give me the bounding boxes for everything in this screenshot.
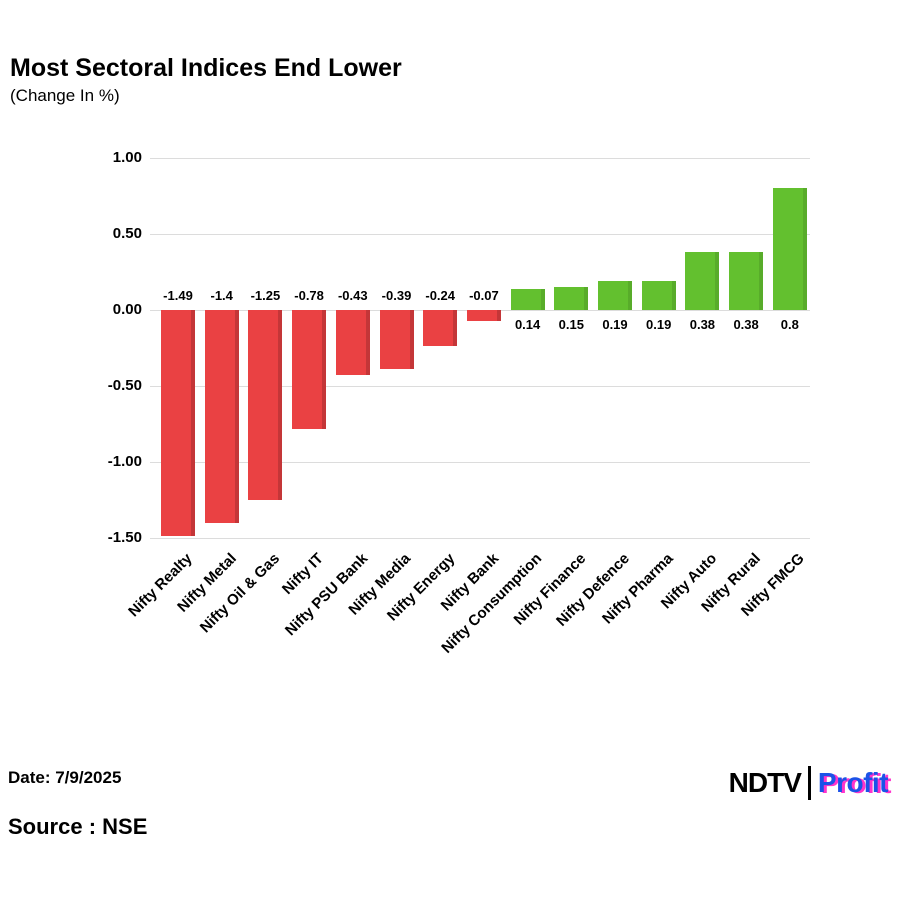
bar-nifty-auto [685, 252, 720, 310]
bar-nifty-rural [729, 252, 764, 310]
y-axis-tick-label: -1.00 [107, 453, 142, 470]
bar-value-label: -0.78 [294, 288, 324, 303]
bar-value-label: -1.4 [210, 288, 233, 303]
bar-value-label: 0.15 [558, 317, 584, 332]
logo-divider [807, 766, 811, 800]
bar-value-label: -0.24 [425, 288, 455, 303]
profit-logo-text: Profit [817, 767, 889, 798]
chart-title: Most Sectoral Indices End Lower [10, 54, 402, 82]
x-axis-label-nifty-oil-gas: Nifty Oil & Gas [197, 550, 284, 637]
date-label: Date: 7/9/2025 [8, 768, 122, 787]
ndtv-logo-text: NDTV [728, 767, 802, 798]
y-axis-tick-label: 1.00 [112, 149, 142, 166]
bar-value-label: -0.07 [469, 288, 499, 303]
bar-value-label: -1.49 [163, 288, 193, 303]
bar-nifty-energy [423, 310, 458, 347]
gridline [150, 158, 810, 159]
bar-nifty-realty [161, 310, 195, 537]
gridline [150, 386, 810, 387]
bar-value-label: 0.14 [514, 317, 541, 332]
bar-chart: 1.00 0.50 0.00 -0.50 -1.00 -1.50 -1.49 Nifty Re… [107, 149, 810, 657]
bar-nifty-it [292, 310, 327, 429]
bar-nifty-oil-gas [248, 310, 283, 500]
bar-nifty-metal [204, 310, 239, 523]
bar-value-label: -0.39 [381, 288, 412, 303]
y-axis-tick-label: -1.50 [107, 529, 142, 546]
gridline [150, 462, 810, 463]
ndtv-profit-logo: NDTV Profit [728, 766, 889, 800]
bar-nifty-pharma [641, 281, 676, 310]
bar-value-label: -1.25 [250, 288, 281, 303]
bar-value-label: 0.19 [602, 317, 628, 332]
bar-nifty-media [379, 310, 414, 370]
bar-nifty-bank [466, 310, 501, 321]
y-axis-tick-label: -0.50 [107, 377, 142, 394]
bar-value-label: 0.38 [689, 317, 716, 332]
gridline [150, 538, 810, 539]
bar-nifty-consumption [510, 288, 545, 310]
bar-value-label: 0.8 [780, 317, 799, 332]
source-label: Source : NSE [8, 814, 148, 839]
gridline [150, 234, 810, 235]
bar-value-label: 0.38 [733, 317, 759, 332]
bar-nifty-defence [598, 281, 632, 310]
y-axis-tick-label: 0.50 [112, 225, 142, 242]
bar-nifty-finance [554, 287, 589, 310]
y-axis-tick-label: 0.00 [112, 301, 142, 318]
bar-value-label: 0.19 [646, 317, 672, 332]
bar-value-label: -0.43 [337, 288, 368, 303]
bar-nifty-psu-bank [335, 310, 370, 376]
bar-nifty-fmcg [772, 188, 807, 310]
chart-subtitle: (Change In %) [10, 86, 120, 105]
